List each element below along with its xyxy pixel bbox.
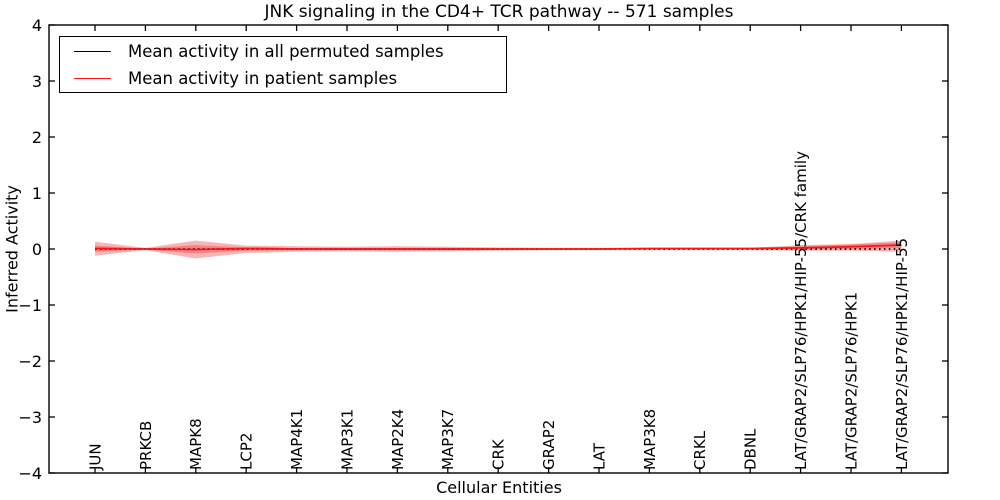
y-tick-label: 2 [32, 128, 42, 147]
y-tick-label: −3 [18, 408, 42, 427]
y-tick-label: −4 [18, 464, 42, 483]
legend-item-permuted: Mean activity in all permuted samples [60, 38, 506, 65]
legend-label-permuted: Mean activity in all permuted samples [128, 41, 444, 61]
x-tick-label: MAP3K8 [641, 409, 659, 470]
x-tick-label: DBNL [742, 428, 760, 470]
y-tick-label: −1 [18, 296, 42, 315]
permuted-line-swatch [74, 50, 111, 52]
x-tick-label: LAT/GRAP2/SLP76/HPK1/HIP-55 [893, 238, 911, 470]
series-line-1 [94, 244, 902, 251]
x-tick-label: MAP4K1 [288, 409, 306, 470]
x-tick-label: CRK [490, 438, 508, 470]
x-tick-label: MAP3K7 [439, 409, 457, 470]
y-tick-label: 1 [32, 184, 42, 203]
y-tick-label: 0 [32, 240, 42, 259]
x-tick-label: LAT/GRAP2/SLP76/HPK1 [842, 292, 860, 470]
x-tick-label: MAP3K1 [338, 409, 356, 470]
x-tick-label: GRAP2 [540, 420, 558, 470]
legend-label-patient: Mean activity in patient samples [128, 68, 398, 88]
x-tick-label: JUN [86, 443, 104, 471]
patient-line-swatch [74, 77, 111, 79]
x-tick-label: CRKL [691, 430, 709, 470]
x-tick-label: PRKCB [137, 421, 155, 470]
chart-title: JNK signaling in the CD4+ TCR pathway --… [264, 2, 734, 22]
y-tick-label: 4 [32, 16, 42, 35]
x-axis-label: Cellular Entities [436, 478, 562, 497]
legend-item-patient: Mean activity in patient samples [60, 65, 506, 92]
x-tick-label: LAT/GRAP2/SLP76/HPK1/HIP-55/CRK family [792, 151, 810, 470]
legend: Mean activity in all permuted samples Me… [59, 36, 507, 93]
x-tick-label: MAP2K4 [389, 409, 407, 470]
y-tick-label: 3 [32, 72, 42, 91]
y-tick-label: −2 [18, 352, 42, 371]
x-tick-label: MAPK8 [187, 418, 205, 470]
x-tick-label: LCP2 [238, 433, 256, 470]
x-tick-label: LAT [590, 442, 608, 470]
